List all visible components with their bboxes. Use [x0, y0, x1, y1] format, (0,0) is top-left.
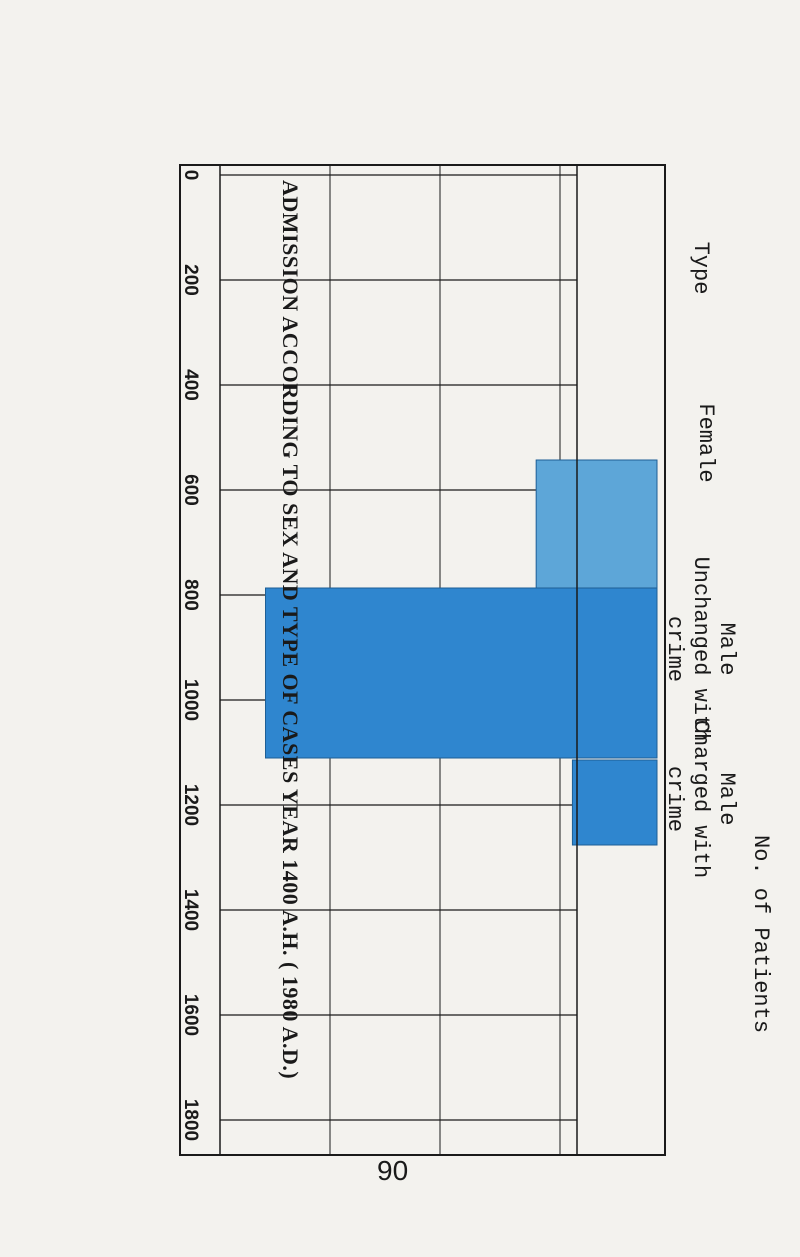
y-tick-label: 1400 [180, 888, 201, 932]
y-tick-label: 1200 [180, 783, 201, 827]
y-axis-label: No. of Patients [748, 835, 773, 1034]
y-tick-label: 1800 [180, 1098, 201, 1142]
category-label: Female [693, 403, 718, 483]
y-tick-label: 200 [180, 264, 201, 296]
y-tick-label: 1600 [180, 993, 201, 1037]
y-tick-label: 400 [180, 369, 201, 401]
type-header: Type [688, 241, 713, 295]
bar-male-unchanged-with-crime [265, 587, 658, 759]
y-tick-label: 600 [180, 474, 201, 506]
plot-frame [179, 164, 666, 1156]
y-tick-label: 800 [180, 579, 201, 611]
frame [179, 164, 666, 1156]
page-number: 90 [377, 1155, 409, 1186]
y-tick-label: 1000 [180, 678, 201, 722]
chart-title: ADMISSION ACCORDING TO SEX AND TYPE OF C… [278, 180, 303, 1080]
bar-male-charged-with-crime [571, 759, 658, 846]
y-tick-label: 0 [180, 169, 201, 181]
bar-female [535, 459, 658, 601]
category-label: Male Charged with crime [662, 719, 739, 879]
bars [265, 459, 658, 846]
